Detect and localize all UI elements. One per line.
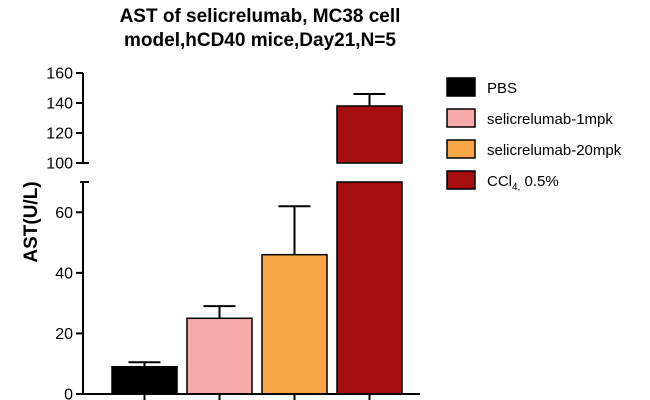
y-tick-label: 100: [46, 156, 73, 173]
legend-item-label: selicrelumab-1mpk: [487, 111, 613, 128]
legend-swatch: [446, 139, 476, 159]
bar-lower-segment: [336, 181, 403, 395]
legend-item-label: PBS: [487, 80, 517, 97]
bar: [111, 365, 178, 395]
legend-item-label: selicrelumab-20mpk: [487, 142, 622, 159]
chart-title-line-2: model,hCD40 mice,Day21,N=5: [124, 30, 396, 51]
y-tick-label: 60: [55, 205, 73, 222]
legend-swatch: [446, 170, 476, 190]
y-axis: 0 20 40 60 100 120 140 160: [46, 66, 89, 400]
y-tick-label: 120: [46, 126, 73, 143]
chart-title-line-1: AST of selicrelumab, MC38 cell: [120, 6, 401, 27]
bar: [186, 317, 253, 395]
y-axis-label: AST(U/L): [21, 181, 42, 262]
legend: PBS selicrelumab-1mpk selicrelumab-20mpk CC…: [446, 77, 622, 193]
y-tick-label: 20: [55, 326, 73, 343]
chart-title: AST of selicrelumab, MC38 cell model,hCD…: [120, 6, 401, 51]
bars: [82, 93, 420, 400]
bar: [261, 253, 328, 395]
bar: [336, 105, 403, 164]
y-tick-label: 160: [46, 66, 73, 83]
legend-swatch: [446, 77, 476, 97]
y-tick-label: 40: [55, 265, 73, 282]
legend-item-label: CCl4, 0.5%: [487, 173, 559, 193]
y-tick-label: 140: [46, 96, 73, 113]
y-tick-label: 0: [64, 387, 73, 400]
legend-swatch: [446, 108, 476, 128]
